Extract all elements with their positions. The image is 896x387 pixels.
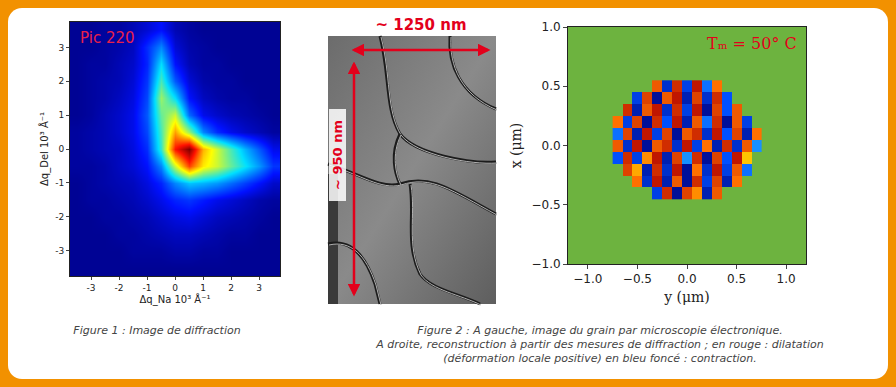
- svg-text:−0.5: −0.5: [531, 198, 560, 212]
- svg-text:3: 3: [256, 283, 262, 293]
- svg-text:Δq_Del 10³ Å⁻¹: Δq_Del 10³ Å⁻¹: [38, 112, 51, 186]
- svg-text:0: 0: [58, 144, 64, 154]
- svg-text:1.0: 1.0: [542, 20, 561, 34]
- html-text:Figure 1 : Image de diffractio: Figure 1 : Image de diffraction: [73, 324, 241, 337]
- svg-text:1: 1: [200, 283, 206, 293]
- svg-text:~ 1250 nm: ~ 1250 nm: [375, 16, 466, 34]
- svg-text:−1.0: −1.0: [573, 272, 602, 286]
- svg-text:y (μm): y (μm): [663, 289, 710, 305]
- svg-text:−1.0: −1.0: [531, 257, 560, 271]
- svg-text:-3: -3: [55, 246, 64, 256]
- svg-text:-1: -1: [143, 283, 152, 293]
- svg-text:Tₘ = 50° C: Tₘ = 50° C: [707, 34, 797, 53]
- svg-text:-3: -3: [87, 283, 96, 293]
- svg-text:1: 1: [58, 110, 64, 120]
- svg-text:Pic 220: Pic 220: [80, 29, 135, 47]
- svg-text:x (μm): x (μm): [508, 123, 524, 169]
- html-text:A droite, reconstruction à par: A droite, reconstruction à partir des me…: [376, 338, 824, 351]
- svg-text:-2: -2: [115, 283, 124, 293]
- svg-text:0.5: 0.5: [727, 272, 746, 286]
- svg-text:-2: -2: [55, 212, 64, 222]
- svg-text:0: 0: [172, 283, 178, 293]
- svg-text:0.0: 0.0: [677, 272, 696, 286]
- svg-text:2: 2: [58, 76, 64, 86]
- html-text:Figure 2 : A gauche, image du: Figure 2 : A gauche, image du grain par …: [417, 324, 783, 337]
- svg-text:0.5: 0.5: [542, 79, 561, 93]
- svg-text:Δq_Na 10³ Å⁻¹: Δq_Na 10³ Å⁻¹: [139, 293, 210, 306]
- svg-text:-1: -1: [55, 178, 64, 188]
- svg-text:0.0: 0.0: [542, 139, 561, 153]
- svg-text:−0.5: −0.5: [623, 272, 652, 286]
- svg-text:2: 2: [228, 283, 234, 293]
- html-text:(déformation locale positive): (déformation locale positive) en bleu fo…: [443, 352, 757, 365]
- svg-text:1.0: 1.0: [777, 272, 796, 286]
- svg-text:3: 3: [58, 43, 64, 53]
- svg-text:~ 950 nm: ~ 950 nm: [330, 120, 345, 190]
